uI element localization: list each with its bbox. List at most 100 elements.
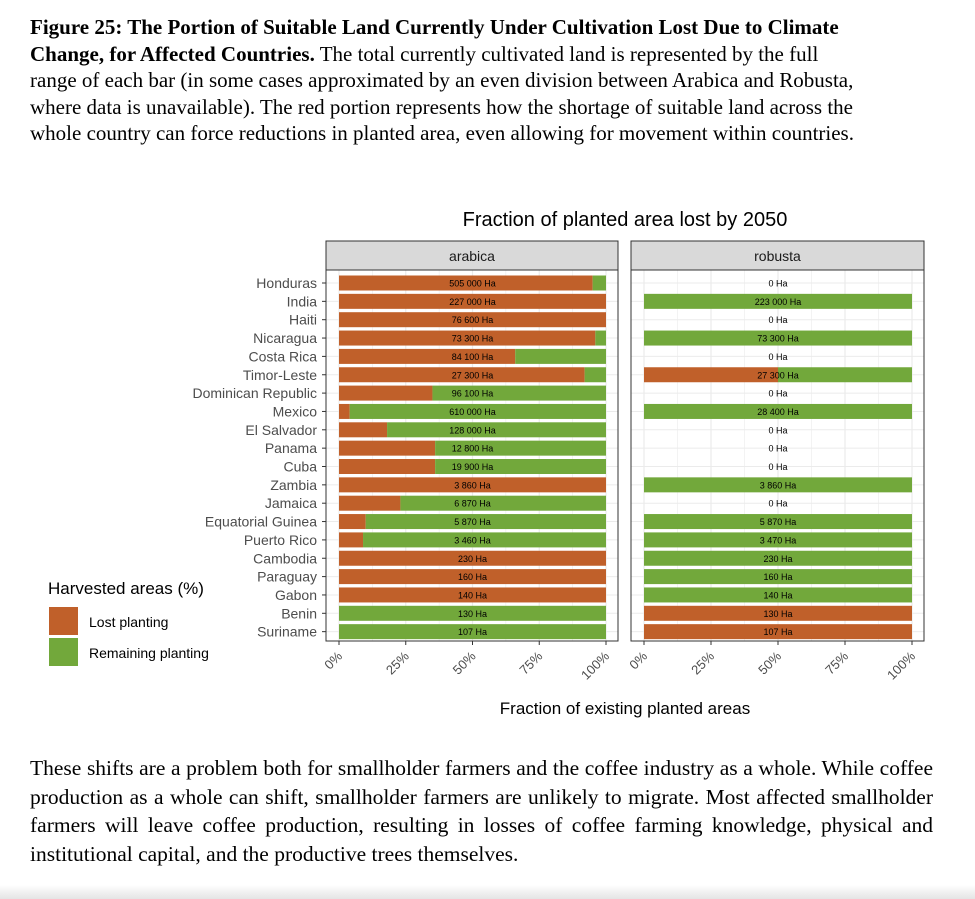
body-paragraph: These shifts are a problem both for smal… <box>30 756 933 866</box>
y-category-label: Timor-Leste <box>243 367 317 383</box>
bar-remaining <box>644 514 912 530</box>
bar-lost <box>339 459 436 474</box>
bar-lost <box>339 312 606 328</box>
y-category-label: Cambodia <box>253 550 317 566</box>
bar-area-label: 28 400 Ha <box>757 407 799 417</box>
bar-area-label: 227 000 Ha <box>449 297 496 307</box>
bar-area-label: 0 Ha <box>768 444 787 454</box>
y-category-label: Jamaica <box>265 495 317 511</box>
bar-remaining <box>584 367 606 383</box>
bar-remaining <box>644 550 912 566</box>
bar-remaining <box>595 330 606 346</box>
y-category-label: Costa Rica <box>249 348 318 364</box>
bar-area-label: 230 Ha <box>458 554 487 564</box>
bar-lost <box>339 275 593 291</box>
y-category-label: Equatorial Guinea <box>205 514 317 530</box>
bar-lost <box>339 367 585 383</box>
y-category-label: Haiti <box>289 312 317 328</box>
bar-lost <box>339 587 606 603</box>
x-tick-label: 100% <box>578 648 612 682</box>
chart: Fraction of planted area lost by 2050 ara… <box>48 209 925 718</box>
y-category-label: El Salvador <box>245 422 317 438</box>
y-category-label: Gabon <box>275 587 317 603</box>
bar-lost <box>339 440 436 456</box>
bar-lost <box>339 532 364 548</box>
bar-area-label: 73 300 Ha <box>452 334 494 344</box>
bar-remaining <box>644 293 912 309</box>
bar-area-label: 5 870 Ha <box>760 517 797 527</box>
x-tick-label: 75% <box>822 648 851 677</box>
bar-area-label: 3 470 Ha <box>760 535 797 545</box>
page-edge-shadow <box>0 885 975 899</box>
legend-label-lost: Lost planting <box>89 614 168 630</box>
panel-strip <box>630 240 925 271</box>
bar-area-label: 223 000 Ha <box>755 297 802 307</box>
bar-remaining <box>349 403 606 419</box>
figure-caption: Figure 25: The Portion of Suitable Land … <box>30 14 858 147</box>
panel-strip <box>325 240 619 271</box>
bar-area-label: 230 Ha <box>763 554 792 564</box>
bar-area-label: 160 Ha <box>763 572 792 582</box>
bar-area-label: 140 Ha <box>458 590 487 600</box>
y-category-label: Paraguay <box>257 569 317 585</box>
bar-remaining <box>644 403 912 419</box>
y-category-label: Puerto Rico <box>244 532 317 548</box>
bar-lost <box>339 569 606 585</box>
bar-remaining <box>435 440 606 456</box>
x-tick-label: 50% <box>450 648 479 677</box>
bar-area-label: 107 Ha <box>763 627 792 637</box>
bar-area-label: 0 Ha <box>768 462 787 472</box>
bar-remaining <box>644 569 912 585</box>
bar-area-label: 27 300 Ha <box>452 370 494 380</box>
bar-area-label: 610 000 Ha <box>449 407 496 417</box>
y-category-label: Cuba <box>284 459 318 475</box>
bar-lost <box>339 293 606 309</box>
bar-area-label: 0 Ha <box>768 352 787 362</box>
bar-lost <box>644 367 778 383</box>
bar-area-label: 3 860 Ha <box>454 480 491 490</box>
y-category-label: India <box>287 293 318 309</box>
bar-remaining <box>435 459 606 474</box>
legend-label-remaining: Remaining planting <box>89 645 209 661</box>
x-tick-label: 0% <box>626 648 650 672</box>
bar-lost <box>339 403 350 419</box>
bar-area-label: 5 870 Ha <box>454 517 491 527</box>
bar-lost <box>339 348 516 364</box>
bar-remaining <box>644 330 912 346</box>
legend-swatch-remaining <box>49 638 78 666</box>
x-tick-label: 100% <box>884 648 918 682</box>
bar-area-label: 140 Ha <box>763 590 792 600</box>
chart-title: Fraction of planted area lost by 2050 <box>463 209 788 231</box>
bar-remaining <box>387 422 606 438</box>
bar-remaining <box>644 587 912 603</box>
figure-caption-title: Figure 25: The Portion of Suitable Land … <box>30 15 839 66</box>
bar-area-label: 0 Ha <box>768 425 787 435</box>
bar-area-label: 96 100 Ha <box>452 389 494 399</box>
bar-lost <box>339 477 606 493</box>
bar-lost <box>339 422 388 438</box>
bar-lost <box>339 330 596 346</box>
bar-remaining <box>644 532 912 548</box>
y-category-label: Dominican Republic <box>192 385 317 401</box>
bar-area-label: 0 Ha <box>768 315 787 325</box>
x-tick-label: 50% <box>755 648 784 677</box>
bar-area-label: 0 Ha <box>768 279 787 289</box>
bar-remaining <box>400 495 606 511</box>
bar-area-label: 0 Ha <box>768 389 787 399</box>
bar-remaining <box>778 367 912 383</box>
bar-remaining <box>515 348 606 364</box>
bar-remaining <box>363 532 606 548</box>
bar-area-label: 160 Ha <box>458 572 487 582</box>
bar-area-label: 130 Ha <box>458 609 487 619</box>
bar-remaining <box>365 514 606 530</box>
bar-lost <box>339 514 366 530</box>
y-category-label: Nicaragua <box>253 330 317 346</box>
bar-lost <box>339 495 401 511</box>
bar-lost <box>644 624 912 640</box>
bar-remaining <box>592 275 606 291</box>
bar-remaining <box>644 477 912 493</box>
y-category-label: Benin <box>281 605 317 621</box>
bar-lost <box>339 550 606 566</box>
y-category-label: Zambia <box>270 477 317 493</box>
legend-swatch-lost <box>49 607 78 635</box>
